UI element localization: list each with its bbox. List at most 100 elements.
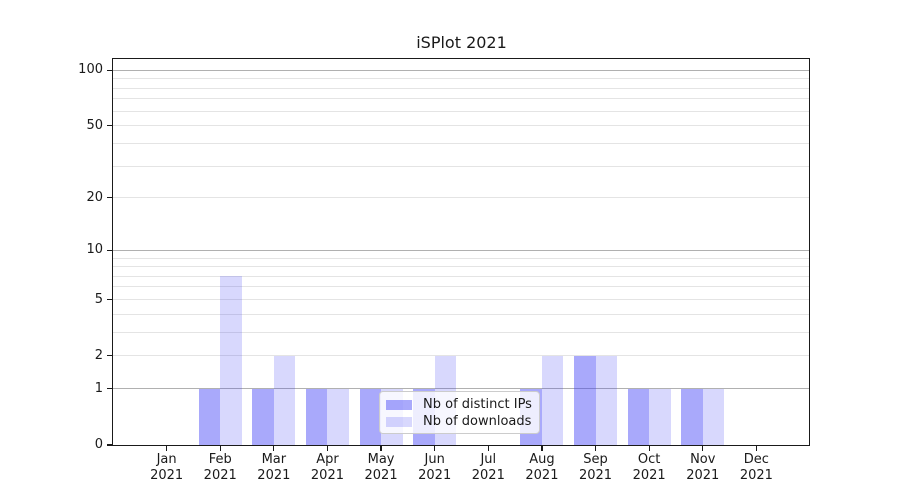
- month-label: Jan: [156, 452, 177, 467]
- y-tick-50: [107, 125, 112, 127]
- bar-feb-downloads: [220, 276, 242, 445]
- gridline-y-10: [113, 249, 810, 251]
- year-label: 2021: [257, 467, 291, 483]
- y-tick-label-20: 20: [86, 189, 103, 205]
- bar-sep-distinct-ips: [574, 355, 596, 445]
- legend-entry-distinct-ips: Nb of distinct IPs: [386, 396, 533, 413]
- x-tick-label-jun: Jun 2021: [403, 452, 467, 483]
- y-tick-label-0: 0: [94, 437, 103, 452]
- x-tick-jan: [166, 446, 168, 451]
- x-tick-aug: [541, 446, 543, 451]
- y-tick-5: [107, 298, 112, 301]
- y-tick-1: [107, 388, 112, 390]
- legend-entry-downloads: Nb of downloads: [386, 413, 533, 430]
- gridline-y-40: [113, 142, 810, 144]
- x-tick-apr: [326, 446, 329, 451]
- chart-title: iSPlot 2021: [416, 33, 507, 52]
- x-tick-oct: [648, 446, 650, 451]
- bar-oct-downloads: [649, 388, 671, 445]
- x-tick-jun: [434, 446, 436, 451]
- x-tick-label-feb: Feb 2021: [188, 452, 252, 483]
- bar-sep-downloads: [595, 355, 618, 445]
- month-label: Mar: [261, 452, 287, 467]
- legend-label-distinct-ips: Nb of distinct IPs: [423, 397, 532, 412]
- gridline-y-100: [113, 69, 810, 71]
- x-tick-sep: [594, 446, 597, 451]
- x-tick-label-aug: Aug 2021: [510, 452, 574, 483]
- bar-nov-downloads: [702, 388, 725, 445]
- gridline-y-7: [113, 275, 810, 277]
- gridline-y-8: [113, 266, 810, 268]
- month-label: Feb: [208, 452, 232, 467]
- month-label: Aug: [529, 452, 555, 467]
- year-label: 2021: [578, 467, 613, 483]
- gridline-y-50: [113, 125, 810, 127]
- x-tick-label-dec: Dec 2021: [724, 452, 788, 483]
- x-tick-label-jan: Jan 2021: [135, 452, 199, 483]
- month-label: Sep: [583, 452, 608, 467]
- year-label: 2021: [364, 467, 398, 483]
- y-tick-label-50: 50: [86, 117, 103, 133]
- x-tick-label-mar: Mar 2021: [242, 452, 306, 483]
- legend-swatch-downloads: [386, 416, 412, 427]
- legend-swatch-distinct-ips: [386, 399, 412, 410]
- x-tick-mar: [273, 446, 275, 451]
- bar-mar-downloads: [273, 355, 296, 445]
- gridline-y-20: [113, 197, 810, 199]
- gridline-y-9: [113, 257, 810, 259]
- year-label: 2021: [686, 467, 720, 483]
- y-tick-label-100: 100: [78, 62, 103, 78]
- month-label: Jun: [424, 452, 445, 467]
- gridline-y-90: [113, 78, 810, 80]
- legend-label-downloads: Nb of downloads: [423, 414, 532, 429]
- y-tick-label-10: 10: [86, 242, 103, 258]
- gridline-y-3: [113, 331, 810, 333]
- bar-mar-distinct-ips: [252, 388, 274, 445]
- month-label: May: [367, 452, 395, 467]
- month-label: Nov: [690, 452, 716, 467]
- year-label: 2021: [739, 467, 773, 483]
- year-label: 2021: [418, 467, 452, 483]
- gridline-y-30: [113, 165, 810, 167]
- gridline-y-80: [113, 87, 810, 89]
- gridline-y-60: [113, 110, 810, 112]
- x-tick-nov: [702, 446, 704, 451]
- year-label: 2021: [203, 467, 237, 483]
- x-tick-jul: [487, 446, 489, 451]
- y-tick-20: [107, 197, 112, 199]
- x-tick-label-jul: Jul 2021: [456, 452, 520, 483]
- bar-aug-downloads: [541, 355, 564, 445]
- y-tick-10: [107, 249, 112, 251]
- gridline-y-70: [113, 98, 810, 100]
- gridline-y-2: [113, 355, 810, 357]
- y-tick-label-1: 1: [94, 380, 103, 396]
- month-label: Apr: [316, 452, 339, 467]
- x-tick-label-oct: Oct 2021: [617, 452, 681, 483]
- year-label: 2021: [632, 467, 666, 483]
- year-label: 2021: [150, 467, 184, 483]
- bar-apr-downloads: [327, 388, 349, 445]
- year-label: 2021: [525, 467, 559, 483]
- year-label: 2021: [310, 467, 344, 483]
- x-tick-may: [380, 446, 382, 451]
- gridline-y-1: [113, 388, 810, 390]
- month-label: Oct: [637, 452, 661, 467]
- x-tick-label-sep: Sep 2021: [564, 452, 628, 483]
- x-tick-label-nov: Nov 2021: [671, 452, 735, 483]
- y-tick-label-2: 2: [94, 347, 103, 363]
- bar-nov-distinct-ips: [681, 388, 703, 445]
- bar-feb-distinct-ips: [198, 388, 221, 445]
- y-tick-100: [107, 69, 112, 71]
- y-tick-label-5: 5: [94, 291, 103, 307]
- y-tick-0: [107, 444, 112, 446]
- gridline-y-5: [113, 299, 810, 300]
- month-label: Jul: [480, 452, 497, 467]
- y-tick-2: [107, 355, 112, 357]
- year-label: 2021: [471, 467, 505, 483]
- bar-apr-distinct-ips: [305, 388, 328, 445]
- bar-oct-distinct-ips: [627, 388, 650, 445]
- x-tick-dec: [755, 446, 757, 451]
- x-tick-feb: [219, 446, 221, 451]
- legend-box: Nb of distinct IPs Nb of downloads: [379, 391, 540, 434]
